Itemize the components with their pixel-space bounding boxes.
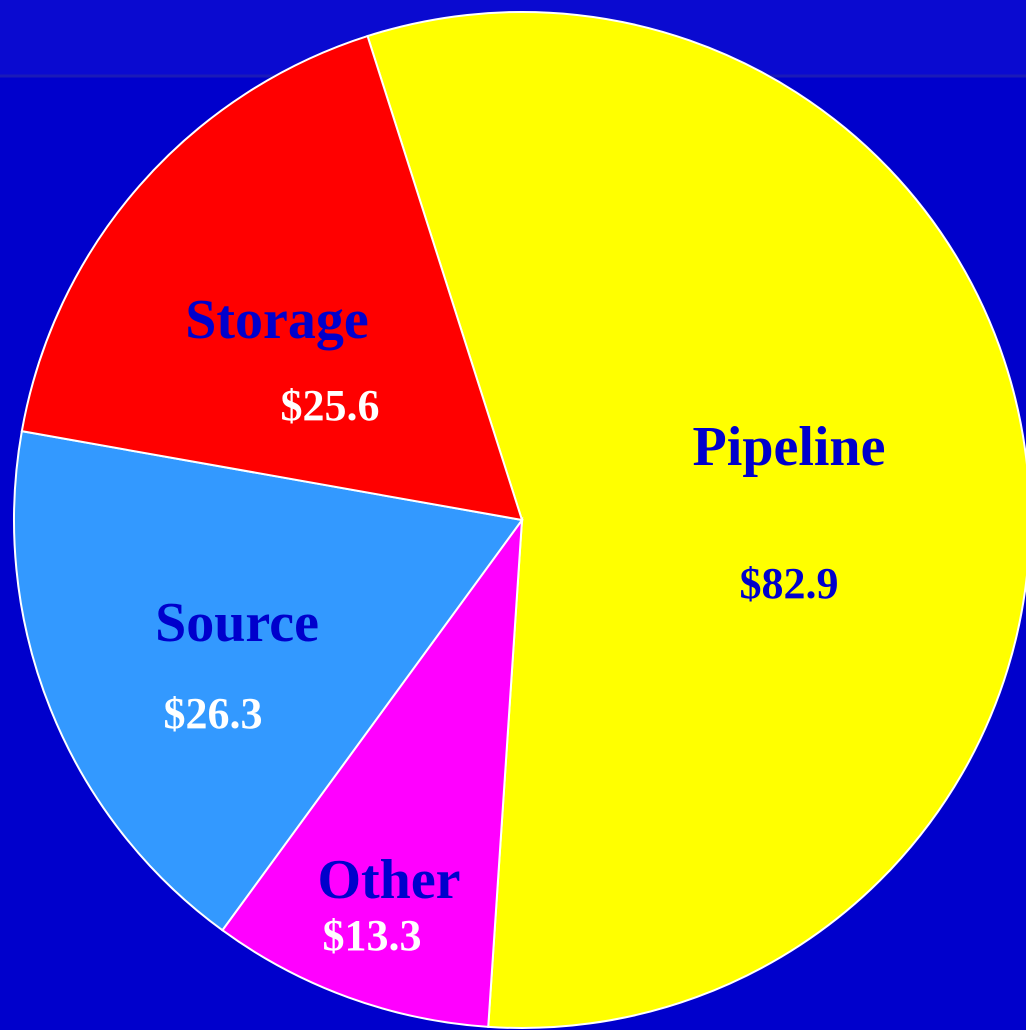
value-label: $82.9 <box>740 559 839 608</box>
value-label: $13.3 <box>323 911 422 960</box>
slice-label: Pipeline <box>693 416 886 478</box>
pie-slice <box>220 516 524 1028</box>
value-label: $26.3 <box>164 689 263 738</box>
pie-slice <box>366 11 1026 1029</box>
value-label: $25.6 <box>281 381 380 430</box>
pie-slice <box>20 34 524 522</box>
slice-label: Other <box>317 849 460 911</box>
pie-slice <box>13 430 524 932</box>
slice-label: Storage <box>185 289 369 351</box>
slice-label: Source <box>155 592 319 654</box>
